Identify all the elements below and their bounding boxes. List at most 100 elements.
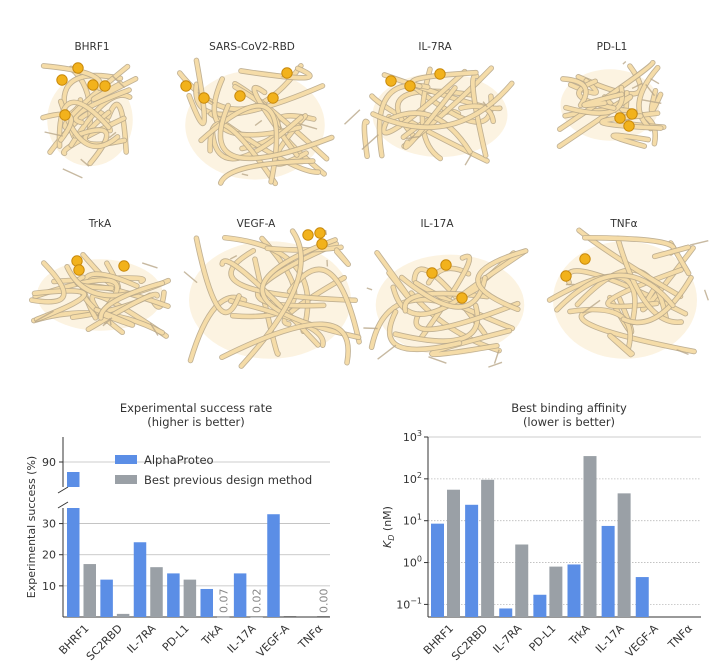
loop-icon: [149, 322, 159, 336]
y-axis-label: Experimental success (%): [25, 456, 38, 598]
binding-site-sphere-icon: [87, 79, 99, 91]
binding-site-sphere-icon: [281, 67, 293, 79]
x-tick-label: TNFα: [295, 622, 325, 652]
ribbon-strand-icon: [73, 88, 131, 125]
x-tick-label: TNFα: [665, 622, 695, 652]
protein-label: TNFα: [609, 218, 637, 230]
value-label: 0.02: [251, 589, 264, 614]
loop-icon: [366, 287, 373, 291]
ribbon-strand-icon: [362, 119, 369, 159]
bar-alphaproteo: [167, 573, 180, 617]
y-tick-label: 101: [403, 513, 422, 528]
ribbon-strand-icon: [403, 86, 457, 149]
axis-break-mark: [57, 486, 69, 494]
protein-label: VEGF-A: [237, 218, 277, 230]
loop-icon: [108, 131, 117, 139]
y-tick-base: 10: [396, 598, 410, 611]
binding-site-sphere-icon: [579, 253, 591, 265]
x-tick-label: IL-7RA: [125, 622, 159, 656]
bar-previous: [116, 613, 130, 617]
binding-site-sphere-icon: [267, 92, 279, 104]
bar-previous: [617, 493, 631, 617]
binding-site-sphere-icon: [59, 109, 71, 121]
legend-label: AlphaProteo: [144, 453, 214, 467]
ribbon-strand-icon: [568, 307, 633, 352]
bar-alphaproteo-upper: [67, 472, 80, 487]
x-tick-label: TrkA: [566, 622, 593, 649]
bar-previous: [150, 567, 163, 617]
loop-icon: [488, 361, 503, 368]
protein-structure-7: IL-17A: [363, 218, 529, 368]
chart-subtitle: (higher is better): [147, 415, 245, 429]
binding-site-sphere-icon: [302, 229, 314, 241]
bar-previous: [283, 616, 297, 617]
chart-title: Best binding affinity: [511, 401, 627, 415]
bar-previous: [583, 456, 597, 617]
axis-break-mark: [57, 501, 69, 509]
loop-icon: [241, 173, 249, 177]
binding-site-sphere-icon: [314, 227, 326, 239]
y-tick-exp: 0: [417, 555, 422, 564]
ribbon-strand-icon: [611, 133, 651, 148]
legend-label: Best previous design method: [144, 473, 312, 487]
protein-structure-5: TrkA: [28, 218, 171, 339]
success-rate-chart: Experimental success rate(higher is bett…: [25, 401, 330, 663]
binding-site-sphere-icon: [560, 270, 572, 282]
ribbon-strand-icon: [555, 273, 675, 312]
y-tick-exp: 3: [417, 429, 422, 438]
ribbon-strand-icon: [91, 76, 138, 102]
x-tick-label: VEGF-A: [623, 622, 661, 660]
chart-title: Experimental success rate: [120, 401, 272, 415]
ribbon-strand-icon: [218, 159, 315, 185]
protein-label: SARS-CoV2-RBD: [209, 41, 295, 53]
binding-site-sphere-icon: [626, 108, 638, 120]
ribbon-strand-icon: [239, 66, 312, 80]
ribbon-strand-icon: [430, 328, 512, 357]
bar-alphaproteo: [499, 608, 513, 617]
ribbon-strand-icon: [229, 248, 358, 303]
binding-site-sphere-icon: [316, 238, 328, 250]
loop-icon: [183, 271, 198, 284]
ribbon-strand-icon: [29, 261, 66, 304]
x-tick-label: PD-L1: [527, 622, 559, 654]
ribbon-strand-icon: [621, 275, 693, 325]
bar-previous: [549, 566, 563, 617]
loop-icon: [324, 229, 327, 236]
ribbon-strand-icon: [652, 245, 691, 259]
ribbon-strand-icon: [252, 85, 299, 157]
ribbon-strand-icon: [187, 58, 207, 126]
x-tick-label: SC2RBD: [84, 622, 125, 663]
loop-icon: [645, 83, 656, 97]
ribbon-strand-icon: [73, 127, 109, 166]
ribbon-strand-icon: [86, 292, 159, 332]
y-tick-label: 20: [42, 549, 56, 562]
binding-site-sphere-icon: [434, 68, 446, 80]
ribbon-strand-icon: [220, 259, 320, 347]
loop-icon: [428, 356, 447, 364]
binding-site-sphere-icon: [385, 75, 397, 87]
x-tick-label: TrkA: [199, 622, 226, 649]
loop-icon: [254, 119, 263, 127]
ribbon-strand-icon: [577, 79, 616, 110]
y-tick-base: 10: [403, 473, 417, 486]
binding-site-sphere-icon: [234, 90, 246, 102]
ribbon-strand-icon: [94, 307, 135, 327]
bar-previous: [183, 579, 197, 617]
ribbon-strand-icon: [230, 236, 297, 319]
loop-icon: [363, 327, 378, 330]
bar-alphaproteo: [200, 588, 213, 617]
protein-structures-panel: BHRF1 SARS-CoV2-RBD IL-7RA PD-L1 TrkA VEGF-A I…: [28, 41, 709, 369]
bar-previous: [447, 489, 460, 617]
protein-label: PD-L1: [597, 41, 628, 53]
binding-site-sphere-icon: [614, 112, 626, 124]
binding-site-sphere-icon: [404, 80, 416, 92]
loop-icon: [641, 99, 662, 104]
loop-icon: [344, 109, 361, 125]
y-tick-label: 100: [403, 555, 422, 570]
protein-structure-1: BHRF1: [40, 41, 139, 179]
protein-label: IL-7RA: [418, 41, 452, 53]
loop-icon: [361, 134, 379, 151]
legend-swatch-alphaproteo: [115, 455, 137, 464]
ribbon-strand-icon: [476, 249, 528, 312]
ribbon-strand-icon: [471, 74, 488, 158]
